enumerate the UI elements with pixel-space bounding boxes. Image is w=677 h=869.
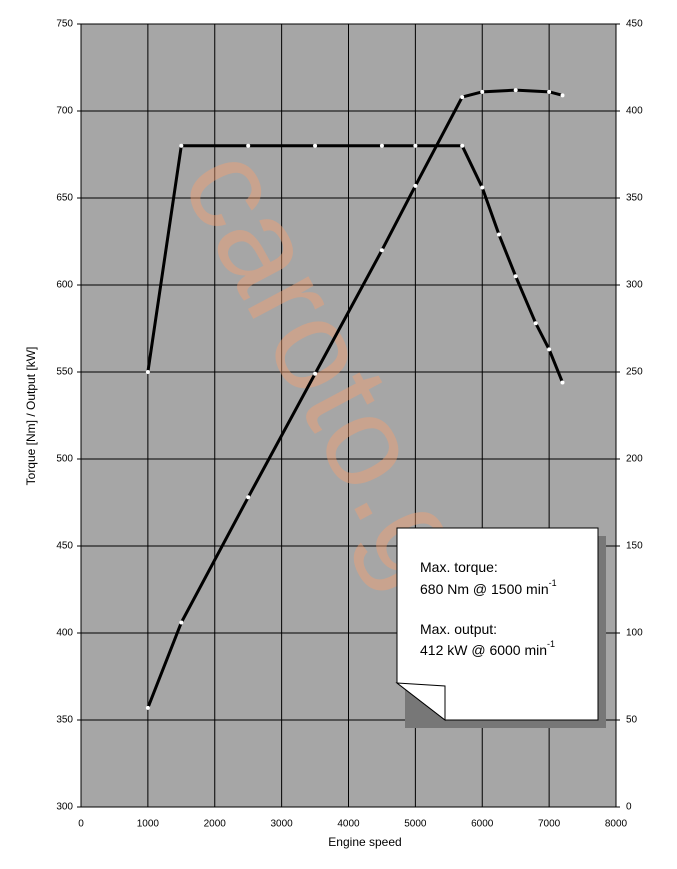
data-point [246,495,251,500]
data-point [560,93,565,98]
y2-tick-label: 450 [626,19,643,30]
y-tick-label: 550 [56,367,73,378]
data-point [533,321,538,326]
x-tick-label: 4000 [337,819,360,830]
annotation-text: 680 Nm @ 1500 min-1 [420,578,557,596]
y2-tick-label: 200 [626,454,643,465]
y2-tick-label: 100 [626,628,643,639]
data-point [413,183,418,188]
y2-tick-label: 150 [626,541,643,552]
annotation-text: Max. output: [420,621,497,637]
data-point [547,89,552,94]
y-tick-label: 700 [56,106,73,117]
y2-tick-label: 50 [626,715,638,726]
y-tick-label: 400 [56,628,73,639]
data-point [480,185,485,190]
data-point [313,143,318,148]
y-axis-title: Torque [Nm] / Output [kW] [24,347,38,486]
x-tick-label: 2000 [204,819,227,830]
y-tick-label: 450 [56,541,73,552]
y-tick-label: 650 [56,193,73,204]
annotation-sup: -1 [547,639,555,649]
data-point [246,143,251,148]
data-point [560,380,565,385]
x-axis-title: Engine speed [328,835,401,849]
annotation-line: Max. output: [420,621,497,637]
data-point [145,705,150,710]
annotation-line: 412 kW @ 6000 min [420,642,547,658]
data-point [460,143,465,148]
y-tick-label: 750 [56,19,73,30]
annotation-text: 412 kW @ 6000 min-1 [420,639,555,657]
x-tick-label: 3000 [271,819,294,830]
data-point [379,143,384,148]
annotation-line: 680 Nm @ 1500 min [420,581,549,597]
data-point [313,371,318,376]
x-tick-label: 7000 [538,819,561,830]
x-tick-label: 1000 [137,819,160,830]
y-tick-label: 500 [56,454,73,465]
x-tick-label: 0 [78,819,84,830]
data-point [496,232,501,237]
data-point [379,248,384,253]
data-point [460,95,465,100]
annotation-sup: -1 [549,578,557,588]
y2-tick-label: 250 [626,367,643,378]
data-point [513,274,518,279]
annotation-text: Max. torque: [420,559,498,575]
annotation-fold [395,682,446,722]
data-point [179,620,184,625]
data-point [513,88,518,93]
y2-tick-label: 300 [626,280,643,291]
x-tick-label: 5000 [404,819,427,830]
y2-tick-label: 0 [626,802,632,813]
y-tick-label: 300 [56,802,73,813]
y2-tick-label: 350 [626,193,643,204]
y2-tick-label: 400 [626,106,643,117]
data-point [413,143,418,148]
y-tick-label: 350 [56,715,73,726]
x-tick-label: 8000 [605,819,628,830]
data-point [145,370,150,374]
annotation-line: Max. torque: [420,559,498,575]
annotation-box [396,527,599,721]
data-point [179,143,184,148]
x-tick-label: 6000 [471,819,494,830]
data-point [480,89,485,94]
data-point [547,347,552,352]
y-tick-label: 600 [56,280,73,291]
